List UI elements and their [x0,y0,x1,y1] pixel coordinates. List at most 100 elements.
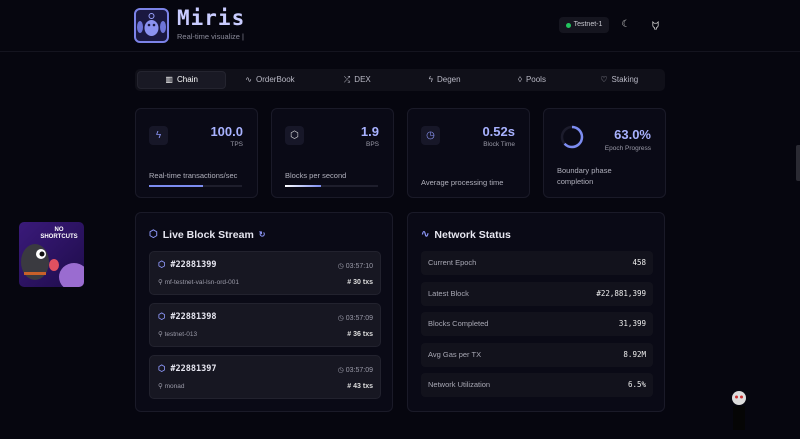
tab-staking[interactable]: ♡ Staking [576,71,663,89]
progress-fill [149,185,203,187]
status-label: Blocks Completed [428,319,489,328]
status-value: 6.5% [627,380,646,389]
progress-fill [285,185,322,187]
tab-label: Degen [436,75,461,85]
status-label: Avg Gas per TX [428,349,482,359]
box-icon: ⬡ [158,312,166,322]
status-row: Blocks Completed 31,399 [421,312,653,336]
block-number: #22881398 [170,312,217,322]
zap-icon: ϟ [149,126,168,145]
tab-label: Chain [176,75,198,85]
status-row: Avg Gas per TX 8.92M [421,342,653,367]
side-panel-handle[interactable] [796,145,800,181]
stat-value: 63.0% [614,127,651,142]
block-number: #22881397 [170,364,217,374]
hash-icon: # [347,331,352,338]
moon-icon[interactable]: ☾ [621,19,631,31]
no-shortcuts-mascot-image[interactable]: NO SHORTCUTS [19,222,84,287]
progress-bar [149,185,242,187]
user-icon: ⚲ [158,331,163,338]
hash-icon: # [347,279,352,286]
tab-chain[interactable]: ▥ Chain [137,71,227,89]
corner-character-image[interactable] [728,388,750,434]
tab-degen[interactable]: ϟ Degen [401,71,488,89]
status-value: #22,881,399 [596,288,646,298]
stat-desc: Boundary phase completion [557,166,612,186]
skull-figure-icon [732,391,746,430]
stat-card-block-time: ◷ 0.52s Block Time Average processing ti… [407,108,530,198]
status-label: Current Epoch [428,258,477,267]
bar-chart-icon: ▥ [165,75,173,85]
block-time: 03:57:09 [345,315,373,322]
dog-illustration-icon [21,244,84,287]
stat-value: 100.0 [210,124,243,139]
progress-bar [285,185,378,187]
stat-value: 0.52s [482,124,515,139]
logo[interactable] [134,8,169,43]
status-value: 31,399 [618,319,646,328]
block-item[interactable]: ⬡ #22881397 ◷ 03:57:09 ⚲ monad # 43 txs [149,355,381,399]
tab-bar: ▥ Chain ∿ OrderBook ⤮ DEX ϟ Degen ◊ Pools ♡ St… [135,69,665,91]
loading-spinner-icon: ↻ [258,230,266,239]
github-icon[interactable] [648,18,662,32]
tab-pools[interactable]: ◊ Pools [488,71,575,89]
heart-icon: ♡ [600,75,608,85]
stat-label: Epoch Progress [604,145,651,152]
stat-card-tps: ϟ 100.0 TPS Real-time transactions/sec [135,108,258,198]
epoch-progress-ring [560,125,584,149]
stat-desc: Average processing time [421,178,504,187]
block-txs: 36 txs [353,331,373,338]
tab-label: DEX [354,75,371,85]
stat-value: 1.9 [360,124,379,139]
clock-icon: ◷ [421,126,440,145]
block-validator: mf-testnet-val-lsn-ord-001 [164,279,239,286]
block-txs: 43 txs [353,383,373,390]
tab-orderbook[interactable]: ∿ OrderBook [226,71,313,89]
box-icon: ⬡ [285,126,304,145]
box-icon: ⬡ [158,260,166,270]
user-icon: ⚲ [158,279,163,286]
block-txs: 30 txs [353,279,373,286]
progress-arc [560,125,584,149]
status-label: Latest Block [428,288,469,298]
status-value: 458 [632,258,646,267]
network-status-panel: ∿ Network Status Current Epoch 458 Latest B… [407,212,665,412]
tab-label: OrderBook [256,75,295,85]
stat-card-bps: ⬡ 1.9 BPS Blocks per second [271,108,394,198]
activity-icon: ∿ [245,75,252,85]
network-badge[interactable]: Testnet-1 [559,17,609,33]
block-time: 03:57:10 [345,263,373,270]
status-value: 8.92M [623,349,646,359]
activity-icon: ∿ [421,229,430,240]
status-row: Current Epoch 458 [421,251,653,275]
tab-label: Pools [525,75,546,85]
stat-card-epoch: 63.0% Epoch Progress Boundary phase comp… [543,108,666,198]
mascot-logo-icon [137,13,166,36]
block-validator: testnet-013 [164,331,198,338]
droplets-icon: ◊ [517,75,522,85]
stat-label: Block Time [483,141,515,148]
box-icon: ⬡ [158,364,166,374]
stat-label: TPS [230,141,243,148]
block-item[interactable]: ⬡ #22881399 ◷ 03:57:10 ⚲ mf-testnet-val-l… [149,251,381,295]
user-icon: ⚲ [158,383,163,390]
app-subtitle: Real-time visualize | [177,32,244,41]
clock-icon: ◷ [337,367,344,374]
mascot-caption: NO SHORTCUTS [40,227,78,240]
status-row: Latest Block #22,881,399 [421,281,653,306]
panel-title: Live Block Stream [162,229,254,241]
block-item[interactable]: ⬡ #22881398 ◷ 03:57:09 ⚲ testnet-013 # 36… [149,303,381,347]
status-label: Network Utilization [428,380,491,389]
stat-label: BPS [365,141,379,148]
block-time: 03:57:09 [345,367,373,374]
block-validator: monad [164,383,185,390]
panel-title: Network Status [434,229,511,241]
shuffle-icon: ⤮ [343,75,351,85]
tab-label: Staking [611,75,639,85]
tab-dex[interactable]: ⤮ DEX [314,71,401,89]
hash-icon: # [347,383,352,390]
stat-desc: Blocks per second [285,171,347,180]
clock-icon: ◷ [337,263,344,270]
app-title: Miris [177,6,246,30]
clock-icon: ◷ [337,315,344,322]
